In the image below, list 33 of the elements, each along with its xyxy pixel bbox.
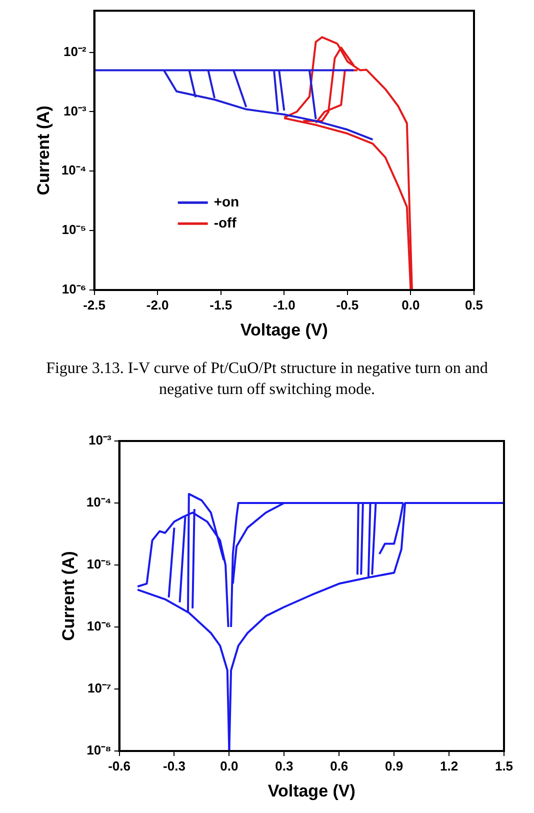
x-tick-label: 1.2 [440,758,458,773]
y-tick-label: 10⁻⁴ [61,162,86,178]
x-tick-label: -1.0 [272,297,296,312]
x-tick-label: -2.5 [83,297,106,312]
x-tick-label: 0.9 [385,758,404,773]
x-tick-label: -0.3 [163,758,186,773]
y-tick-label: 10⁻³ [63,103,87,118]
x-tick-label: 1.5 [494,758,514,773]
x-tick-label: 0.6 [330,758,348,773]
x-axis-title: Voltage (V) [240,320,328,340]
x-tick-label: -1.5 [210,297,232,312]
x-tick-label: 0.0 [220,758,238,773]
x-axis-title: Voltage (V) [268,781,356,800]
y-tick-label: 10⁻⁴ [86,494,112,510]
legend-label: +on [214,194,240,210]
y-tick-label: 10⁻² [63,44,87,59]
y-tick-label: 10⁻⁵ [86,556,112,572]
y-tick-label: 10⁻⁸ [86,742,112,758]
y-axis-title: Current (A) [34,106,53,196]
y-tick-label: 10⁻⁶ [86,618,112,634]
y-tick-label: 10⁻⁵ [62,222,86,238]
y-axis-title: Current (A) [58,550,78,640]
x-tick-label: -2.0 [146,297,169,312]
y-tick-label: 10⁻³ [88,432,112,448]
x-tick-label: 0.5 [464,297,484,312]
x-tick-label: 0.0 [402,297,420,312]
y-tick-label: 10⁻⁶ [62,282,86,297]
x-tick-label: -0.6 [108,758,130,773]
caption: Figure 3.13. I-V curve of Pt/CuO/Pt structure in negative turn on and negative turn off switching mode. [45,359,489,400]
legend-label: -off [214,214,237,231]
x-tick-label: 0.3 [275,758,294,773]
y-tick-label: 10⁻⁷ [87,680,112,696]
x-tick-label: -0.5 [336,297,359,312]
